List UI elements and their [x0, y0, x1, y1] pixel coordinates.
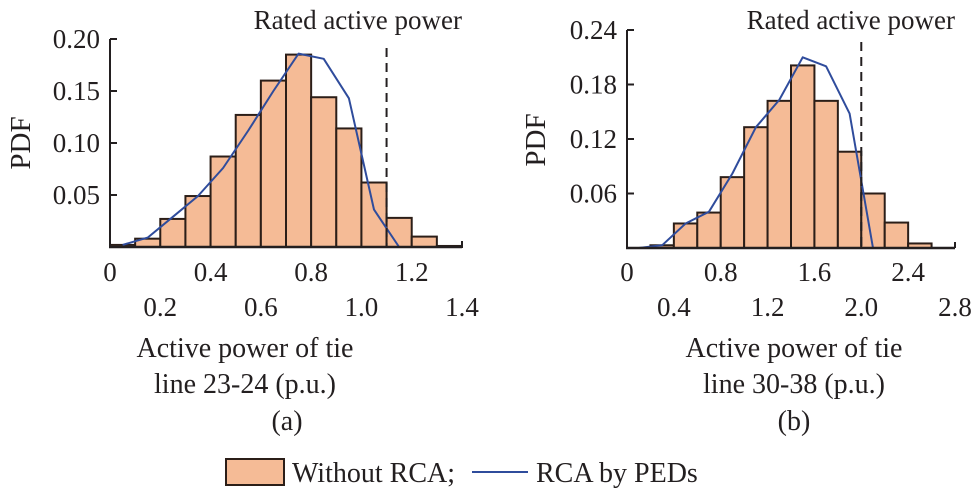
- x-tick-label-b-7: 2.8: [938, 292, 972, 322]
- x-axis-label-a-line1: Active power of tie: [137, 333, 354, 364]
- histogram-bar-a-7: [285, 53, 313, 248]
- rated-power-label-a: Rated active power: [254, 5, 462, 35]
- x-tick-labels-b: 0 0.4 0.8 1.2 1.6 2.0 2.4 2.8: [620, 257, 972, 322]
- rated-power-label-b: Rated active power: [747, 5, 955, 35]
- histogram-bars-b: [649, 64, 933, 250]
- chart-panel-b: 0.060.120.180.24 00.40.81.21.62.02.42.8 …: [520, 5, 972, 437]
- x-tick-label-b-2: 0.8: [704, 257, 738, 287]
- x-axis-label-a-line2: line 23-24 (p.u.): [154, 369, 336, 400]
- y-tick-label-b-0: 0.06: [570, 179, 617, 209]
- histogram-bar-b-10: [883, 221, 910, 249]
- legend: Without RCA; RCA by PEDs: [225, 458, 698, 489]
- histogram-bars-a: [109, 53, 464, 249]
- x-tick-label-b-6: 2.4: [891, 257, 925, 287]
- y-tick-labels-a: 0.05 0.10 0.15 0.20: [53, 24, 100, 210]
- histogram-bar-b-5: [766, 99, 792, 249]
- chart-panel-a: 0.050.100.150.20 00.20.40.60.81.01.21.4 …: [5, 5, 479, 437]
- histogram-bar-b-1: [672, 222, 699, 250]
- x-axis-label-b-line2: line 30-38 (p.u.): [703, 369, 885, 400]
- axes-b: [626, 29, 956, 250]
- x-tick-label-a-6: 1.2: [395, 257, 429, 287]
- histogram-bar-a-4: [209, 155, 237, 249]
- y-tick-label-a-1: 0.10: [53, 128, 100, 158]
- histogram-bar-b-2: [696, 211, 722, 249]
- panel-label-a: (a): [271, 406, 302, 437]
- legend-label-rca-by-peds: RCA by PEDs: [536, 458, 698, 489]
- histogram-bar-a-8: [310, 96, 338, 248]
- histogram-bar-a-12: [410, 235, 438, 249]
- x-tick-labels-a: 0 0.2 0.4 0.6 0.8 1.0 1.2 1.4: [103, 257, 479, 322]
- rca-curve-a: [122, 52, 400, 248]
- legend-swatch-bar: [225, 458, 285, 486]
- x-tick-label-b-3: 1.2: [751, 292, 785, 322]
- y-tick-label-b-1: 0.12: [570, 124, 617, 154]
- histogram-bar-b-6: [790, 64, 816, 249]
- x-tick-label-b-4: 1.6: [798, 257, 832, 287]
- y-tick-labels-b: 0.06 0.12 0.18 0.24: [570, 15, 618, 209]
- x-tick-label-b-1: 0.4: [657, 292, 691, 322]
- histogram-bar-b-7: [813, 99, 839, 249]
- y-axis-label-a: PDF: [5, 116, 37, 169]
- x-tick-label-a-0: 0: [103, 257, 117, 287]
- y-tick-label-a-0: 0.05: [53, 180, 100, 210]
- x-tick-label-a-3: 0.6: [244, 292, 278, 322]
- panel-label-b: (b): [778, 406, 811, 437]
- x-tick-label-a-5: 1.0: [345, 292, 379, 322]
- x-tick-label-a-1: 0.2: [143, 292, 177, 322]
- y-tick-label-b-3: 0.24: [570, 15, 618, 45]
- x-tick-label-b-0: 0: [620, 257, 634, 287]
- y-tick-label-a-2: 0.15: [53, 76, 100, 106]
- x-tick-label-a-4: 0.8: [294, 257, 328, 287]
- histogram-bar-a-9: [335, 127, 363, 248]
- y-tick-label-a-3: 0.20: [53, 24, 100, 54]
- x-tick-label-b-5: 2.0: [844, 292, 878, 322]
- histogram-bar-a-10: [360, 181, 388, 249]
- rca-curve-b: [638, 56, 874, 249]
- y-tick-label-b-2: 0.18: [570, 70, 617, 100]
- y-axis-label-b: PDF: [520, 113, 552, 166]
- rca-line-a: [122, 52, 400, 248]
- histogram-bar-a-6: [259, 79, 288, 248]
- x-tick-label-a-7: 1.4: [445, 292, 479, 322]
- axes-a: [109, 38, 463, 249]
- histogram-bar-a-5: [234, 113, 262, 248]
- x-axis-label-b-line1: Active power of tie: [686, 333, 903, 364]
- rca-line-b: [638, 56, 874, 249]
- x-tick-label-a-2: 0.4: [194, 257, 228, 287]
- legend-label-without-rca: Without RCA;: [292, 458, 455, 489]
